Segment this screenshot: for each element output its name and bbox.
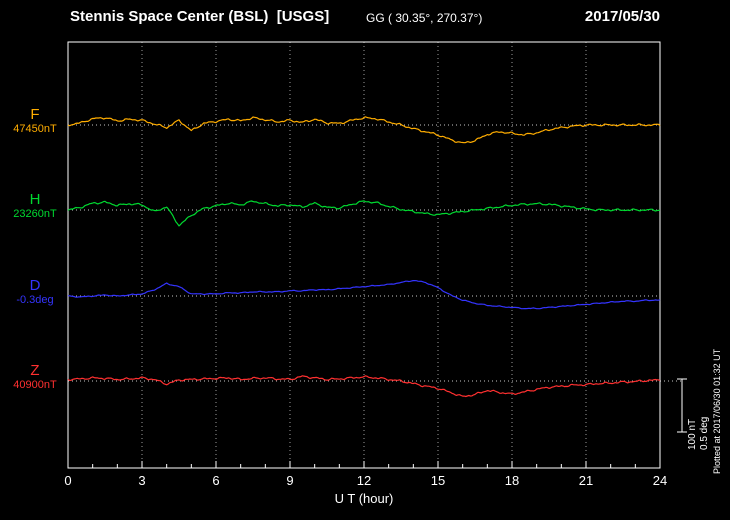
x-tick-label: 0 xyxy=(64,473,72,488)
trace-Z xyxy=(67,375,661,398)
plot-date: 2017/05/30 xyxy=(584,8,660,25)
series-baseline-D: -0.3deg xyxy=(16,294,54,306)
x-tick-label: 21 xyxy=(578,473,594,488)
series-baseline-H: 23260nT xyxy=(13,208,57,220)
series-letter-Z: Z xyxy=(30,362,40,379)
trace-D xyxy=(68,280,661,310)
series-label-F: F 47450nT xyxy=(4,106,66,135)
trace-F xyxy=(67,116,661,144)
x-axis-title: U T (hour) xyxy=(334,491,394,506)
series-label-Z: Z 40900nT xyxy=(4,362,66,391)
x-tick-label: 24 xyxy=(652,473,668,488)
series-baseline-Z: 40900nT xyxy=(13,379,57,391)
series-letter-D: D xyxy=(29,277,41,294)
x-tick-label: 18 xyxy=(504,473,520,488)
x-tick-label: 12 xyxy=(356,473,372,488)
series-baseline-F: 47450nT xyxy=(13,123,57,135)
series-label-D: D -0.3deg xyxy=(4,277,66,306)
scale-label-deg: 0.5 deg xyxy=(699,416,710,450)
trace-H xyxy=(67,200,661,227)
x-tick-label: 3 xyxy=(138,473,146,488)
x-tick-label: 15 xyxy=(430,473,446,488)
scale-label-nt: 100 nT xyxy=(687,418,698,450)
x-tick-label: 9 xyxy=(286,473,294,488)
observatory-title: Stennis Space Center (BSL) [USGS] xyxy=(70,8,330,25)
series-letter-F: F xyxy=(30,106,40,123)
plotted-at-note: Plotted at 2017/06/30 01:32 UT xyxy=(712,348,722,474)
gg-coordinates: GG ( 30.35°, 270.37°) xyxy=(366,11,483,25)
x-tick-label: 6 xyxy=(212,473,220,488)
series-letter-H: H xyxy=(29,191,41,208)
series-label-H: H 23260nT xyxy=(4,191,66,220)
